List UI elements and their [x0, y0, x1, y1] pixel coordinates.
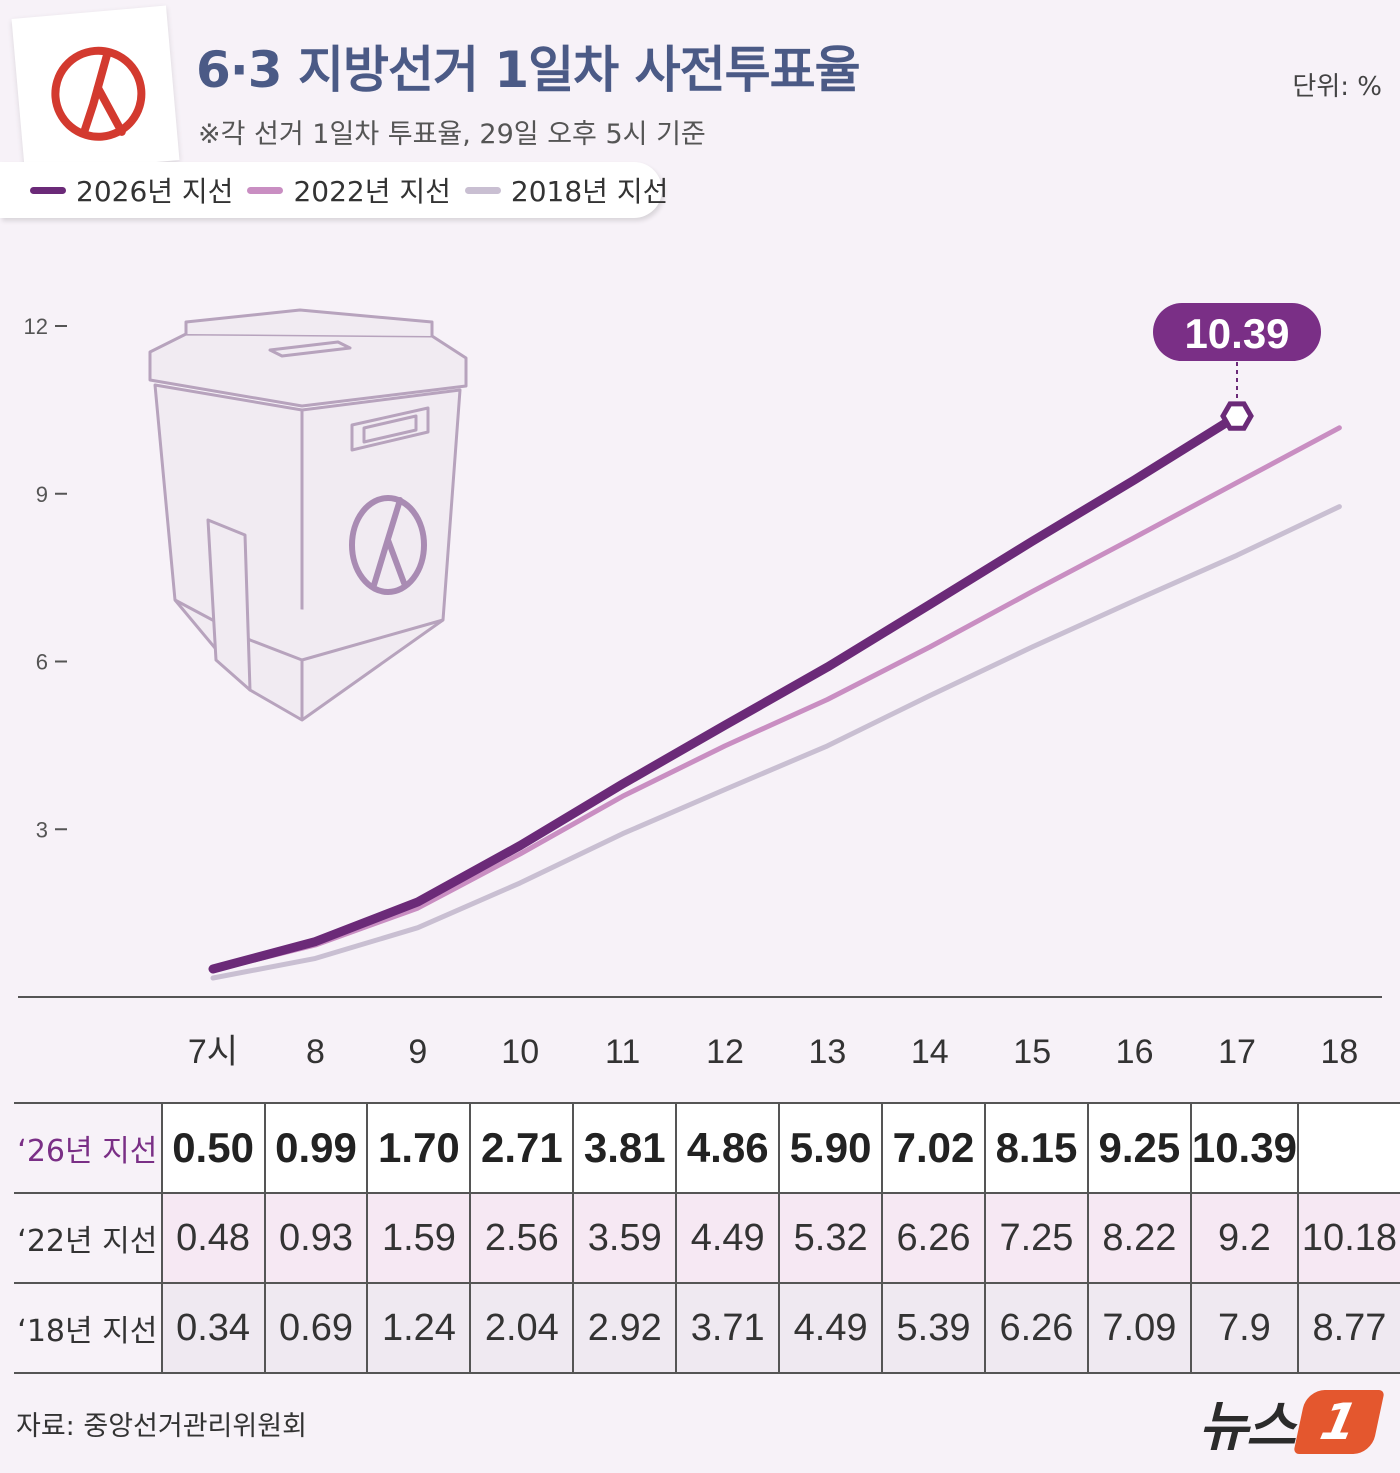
- x-tick-label: 11: [605, 1033, 640, 1071]
- table-cell: 7.02: [881, 1102, 985, 1193]
- callout-marker: [1220, 401, 1254, 431]
- table-cell: 0.48: [160, 1192, 265, 1283]
- x-tick-label: 10: [501, 1033, 539, 1071]
- legend-swatch-2022: [247, 186, 284, 194]
- x-tick-label: 8: [306, 1033, 325, 1071]
- table-cell: 2.56: [469, 1192, 574, 1283]
- ballot-stamp-card: [11, 5, 180, 174]
- table-cell: 7.09: [1086, 1282, 1191, 1374]
- ballot-box-icon: [148, 308, 468, 722]
- brand-badge: 1: [1293, 1389, 1385, 1454]
- table-cell: 5.32: [778, 1192, 883, 1283]
- table-row: ‘22년 지선 0.48 0.93 1.59 2.56 3.59 4.49 5.32 6.26 7…: [14, 1192, 1400, 1283]
- table-cell: 9.25: [1086, 1102, 1191, 1193]
- series-layer: [208, 411, 1342, 981]
- x-tick-label: 7시: [188, 1033, 238, 1071]
- legend-label-2018: 2018년 지선: [510, 175, 669, 208]
- y-tick-label: 12: [24, 314, 48, 339]
- table-cell: 1.24: [366, 1282, 471, 1374]
- table-cell: [1296, 1102, 1400, 1193]
- table-row: ‘18년 지선 0.34 0.69 1.24 2.04 2.92 3.71 4.49 5.39 6…: [14, 1282, 1400, 1374]
- table-cell: 1.59: [366, 1192, 471, 1283]
- legend-swatch-2018: [464, 186, 501, 194]
- table-cell: 6.26: [881, 1192, 985, 1283]
- series-line-1: [210, 425, 1342, 973]
- table-cell: 0.69: [263, 1282, 368, 1374]
- table-cell: 0.99: [263, 1102, 368, 1193]
- table-cell: 10.39: [1189, 1102, 1298, 1193]
- table-row-label: ‘18년 지선: [14, 1282, 162, 1374]
- x-axis: 7시 8 9 10 11 12 13 14 15 16 17 18: [188, 1033, 1358, 1071]
- series-line-0: [208, 411, 1242, 974]
- table-cell: 2.04: [469, 1282, 574, 1374]
- legend-item-2022: 2022년 지선: [247, 170, 451, 210]
- x-tick-label: 13: [808, 1033, 846, 1071]
- table-cell: 4.49: [778, 1282, 883, 1374]
- series-line-2: [210, 504, 1342, 981]
- y-tick-label: 9: [36, 482, 48, 507]
- legend: 2026년 지선 2022년 지선 2018년 지선: [0, 162, 668, 218]
- table-row-label: ‘26년 지선: [14, 1102, 162, 1193]
- source-label: 자료: 중앙선거관리위원회: [16, 1411, 307, 1442]
- x-tick-label: 14: [911, 1033, 949, 1071]
- page-subtitle: ※각 선거 1일차 투표율, 29일 오후 5시 기준: [198, 119, 706, 150]
- table-cell: 10.18: [1296, 1192, 1400, 1283]
- table-cell: 5.39: [881, 1282, 985, 1374]
- table-cell: 2.92: [572, 1282, 677, 1374]
- unit-label: 단위: %: [1292, 72, 1382, 102]
- callout-pill: [1153, 303, 1321, 362]
- brand-text: 뉴스: [1198, 1395, 1296, 1458]
- legend-item-2018: 2018년 지선: [464, 170, 669, 210]
- x-tick-label: 16: [1116, 1033, 1154, 1071]
- table-row-label: ‘22년 지선: [14, 1192, 162, 1283]
- y-axis: 3 6 9 12: [24, 314, 67, 842]
- page-title: 6·3 지방선거 1일차 사전투표율: [196, 41, 861, 99]
- ballot-stamp-icon: [51, 46, 146, 141]
- table-cell: 5.90: [778, 1102, 883, 1193]
- x-tick-label: 12: [706, 1033, 744, 1071]
- table-cell: 8.77: [1296, 1282, 1400, 1374]
- table-cell: 0.50: [160, 1102, 265, 1193]
- table-cell: 1.70: [366, 1102, 471, 1193]
- legend-label-2022: 2022년 지선: [293, 175, 451, 208]
- table-cell: 4.86: [675, 1102, 780, 1193]
- x-tick-label: 9: [408, 1033, 427, 1071]
- y-tick-label: 6: [36, 650, 48, 675]
- table-row: ‘26년 지선 0.50 0.99 1.70 2.71 3.81 4.86 5.90 7.02 8…: [14, 1102, 1400, 1193]
- legend-label-2026: 2026년 지선: [76, 175, 234, 208]
- table-cell: 4.49: [675, 1192, 780, 1283]
- legend-swatch-2026: [30, 186, 66, 194]
- table-cell: 7.25: [984, 1192, 1088, 1283]
- table-cell: 7.9: [1189, 1282, 1298, 1374]
- table-cell: 6.26: [984, 1282, 1088, 1374]
- callout-layer: 10.39: [1153, 303, 1321, 431]
- x-tick-label: 17: [1218, 1033, 1256, 1071]
- table-cell: 3.59: [572, 1192, 677, 1283]
- table-cell: 8.15: [984, 1102, 1088, 1193]
- table-cell: 9.2: [1189, 1192, 1298, 1283]
- table-cell: 0.34: [160, 1282, 265, 1374]
- table-cell: 3.71: [675, 1282, 780, 1374]
- line-chart: 3 6 9 12 7시 8 9 10 11 12 13 14 15 16 17 18 10.39: [18, 303, 1382, 1071]
- table-cell: 3.81: [572, 1102, 677, 1193]
- table-cell: 0.93: [263, 1192, 368, 1283]
- callout-label: 10.39: [1184, 310, 1289, 357]
- x-tick-label: 18: [1320, 1033, 1358, 1071]
- legend-item-2026: 2026년 지선: [30, 170, 233, 210]
- y-tick-label: 3: [36, 817, 48, 842]
- brand-logo: 뉴스 1: [1198, 1382, 1385, 1461]
- table-cell: 2.71: [469, 1102, 574, 1193]
- x-tick-label: 15: [1013, 1033, 1051, 1071]
- table-cell: 8.22: [1086, 1192, 1191, 1283]
- data-table: ‘26년 지선 0.50 0.99 1.70 2.71 3.81 4.86 5.90 7.02 8…: [14, 1102, 1400, 1374]
